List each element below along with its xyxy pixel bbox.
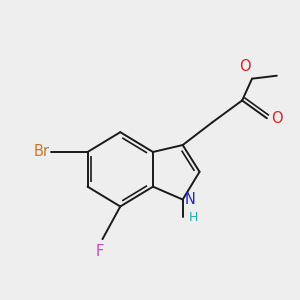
Text: N: N — [184, 192, 195, 207]
Text: Br: Br — [33, 145, 50, 160]
Text: O: O — [239, 59, 250, 74]
Text: O: O — [272, 111, 283, 126]
Text: F: F — [95, 244, 104, 259]
Text: H: H — [189, 211, 198, 224]
